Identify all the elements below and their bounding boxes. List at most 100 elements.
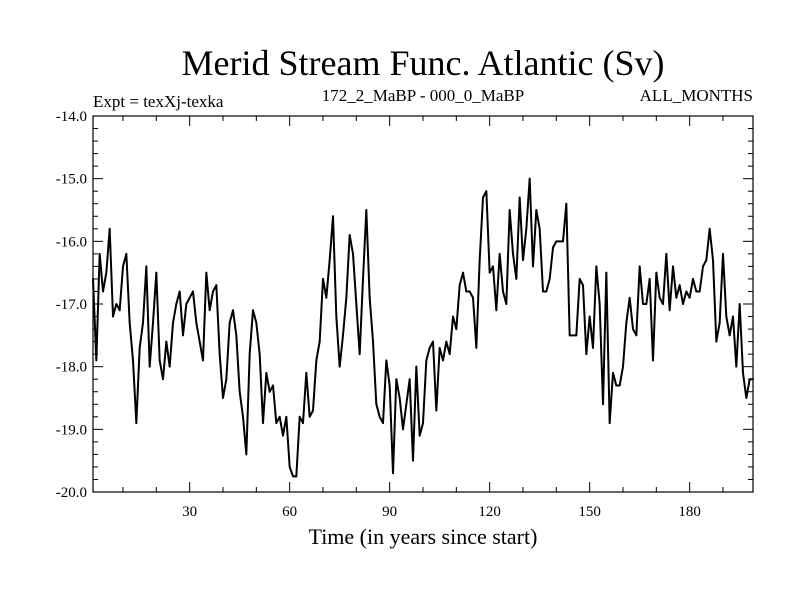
data-point: [172, 321, 174, 324]
data-point: [218, 353, 221, 356]
data-point: [162, 378, 164, 381]
data-point: [225, 378, 228, 381]
data-point: [255, 321, 258, 324]
data-point: [188, 296, 191, 299]
data-point: [328, 259, 331, 262]
data-point: [138, 346, 141, 349]
data-point: [278, 415, 281, 418]
period-label: 172_2_MaBP - 000_0_MaBP: [322, 86, 524, 105]
data-point: [458, 284, 461, 287]
data-point: [282, 434, 284, 437]
data-point: [148, 365, 151, 368]
data-point: [615, 384, 618, 387]
data-point: [388, 384, 391, 387]
data-point: [115, 303, 118, 305]
data-point: [698, 290, 701, 293]
data-point: [178, 290, 181, 293]
data-point: [575, 334, 578, 337]
data-point: [532, 265, 534, 268]
data-point: [612, 372, 614, 374]
data-point: [505, 303, 508, 305]
data-point: [525, 227, 528, 230]
data-point: [378, 415, 381, 418]
data-point: [602, 403, 604, 406]
data-point: [685, 290, 688, 293]
data-point: [358, 353, 361, 356]
y-tick-label: -20.0: [56, 485, 87, 501]
plot-frame: [92, 115, 754, 493]
data-point: [272, 384, 274, 387]
tick-marks: [93, 115, 753, 493]
data-point: [108, 227, 111, 230]
data-point: [168, 365, 171, 368]
data-point: [402, 428, 404, 431]
data-point: [662, 303, 664, 305]
data-point: [325, 296, 328, 299]
data-point: [425, 359, 428, 362]
data-point: [185, 303, 188, 305]
data-point: [352, 252, 354, 255]
data-point: [652, 359, 654, 362]
data-points: [92, 177, 754, 478]
data-point: [492, 265, 494, 268]
data-point: [232, 309, 234, 312]
data-point: [498, 252, 501, 255]
data-point: [638, 265, 641, 268]
data-point: [702, 265, 704, 268]
data-point: [515, 278, 518, 280]
y-tick-label: -18.0: [56, 360, 87, 376]
data-point: [118, 309, 121, 312]
data-point: [538, 227, 541, 230]
data-point: [625, 321, 628, 324]
data-point: [735, 365, 738, 368]
data-point: [508, 209, 511, 211]
data-point: [622, 365, 624, 368]
y-tick-label: -15.0: [56, 172, 87, 188]
data-point: [558, 240, 561, 243]
data-point: [635, 334, 638, 337]
data-point: [305, 372, 308, 374]
data-point: [438, 346, 441, 349]
data-point: [315, 359, 318, 362]
data-point: [95, 359, 98, 362]
data-point: [345, 296, 348, 299]
data-point: [192, 290, 194, 293]
data-point: [642, 303, 644, 305]
y-tick-label: -14.0: [56, 109, 87, 125]
data-point: [472, 296, 474, 299]
data-point: [292, 475, 294, 478]
data-point: [745, 397, 748, 399]
data-point: [485, 190, 488, 193]
data-point: [222, 397, 224, 399]
data-point: [205, 271, 208, 274]
data-point: [588, 315, 591, 318]
data-point: [322, 278, 324, 280]
data-point: [718, 321, 721, 324]
data-point: [355, 303, 358, 305]
data-point: [695, 290, 698, 293]
data-point: [572, 334, 574, 337]
data-point: [332, 215, 334, 218]
data-point: [725, 315, 728, 318]
data-point: [592, 346, 594, 349]
data-point: [632, 328, 634, 330]
months-label: ALL_MONTHS: [640, 86, 753, 105]
data-point: [742, 372, 744, 374]
data-point: [142, 321, 144, 324]
data-point: [198, 340, 201, 343]
data-point: [422, 422, 424, 424]
data-point: [618, 384, 621, 387]
data-point: [235, 334, 238, 337]
data-point: [242, 415, 244, 418]
data-point: [542, 290, 544, 293]
data-point: [338, 365, 341, 368]
data-point: [658, 296, 661, 299]
data-point: [208, 309, 211, 312]
data-point: [672, 265, 674, 268]
data-point: [165, 340, 168, 343]
data-point: [392, 472, 394, 475]
data-point: [395, 378, 398, 381]
data-point: [252, 309, 254, 312]
data-point: [565, 202, 568, 205]
data-point: [275, 422, 278, 424]
